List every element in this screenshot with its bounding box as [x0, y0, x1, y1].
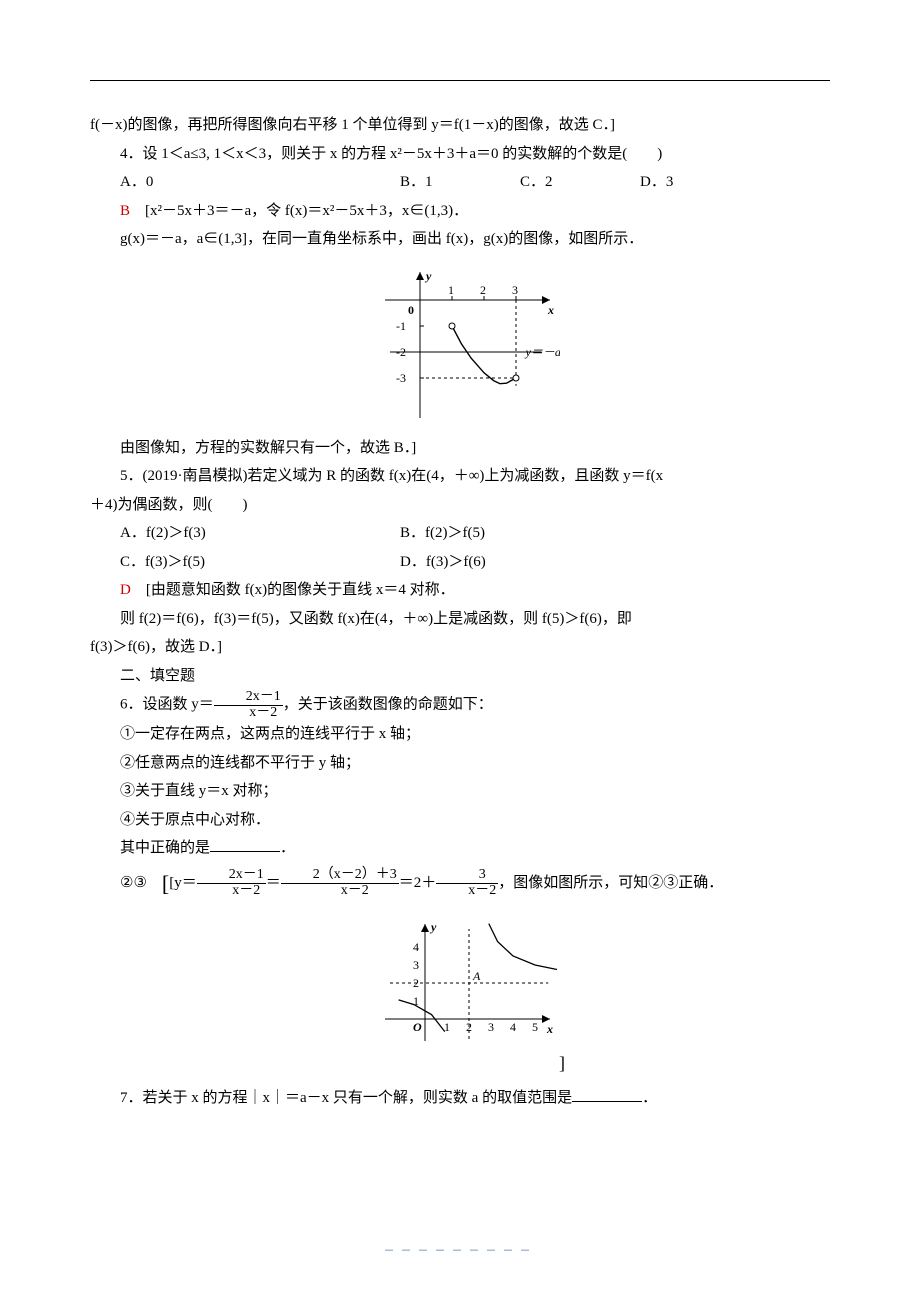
svg-text:-1: -1 [396, 319, 406, 333]
q4-answer-text1: [x²－5x＋3＝－a，令 f(x)＝x²－5x＋3，x∈(1,3)． [145, 203, 468, 219]
q6-f1: 2x－1x－2 [197, 868, 266, 898]
q4-options: A．0 B．1 C．2 D．3 [90, 168, 830, 197]
q5-opt-d: D．f(3)＞f(6) [400, 548, 486, 577]
q6-ask-text: 其中正确的是 [120, 840, 210, 856]
svg-text:A: A [472, 969, 481, 983]
q4-opt-b: B．1 [400, 168, 520, 197]
svg-text:y＝－a: y＝－a [525, 345, 560, 359]
q5-answer-line1: D [由题意知函数 f(x)的图像关于直线 x＝4 对称． [90, 576, 830, 605]
q6-c1: ①一定存在两点，这两点的连线平行于 x 轴； [90, 720, 830, 749]
svg-text:3: 3 [488, 1020, 494, 1034]
q7-stem-text: 7．若关于 x 的方程｜x｜＝a－x 只有一个解，则实数 a 的取值范围是 [120, 1090, 572, 1106]
q6-f2n: 2（x－2）＋3 [281, 868, 399, 884]
q4-figure: 0xy123-1-2-3y＝－a [90, 260, 830, 430]
q6-ans-post: ，图像如图所示，可知②③正确． [498, 875, 723, 891]
svg-text:y: y [429, 920, 437, 934]
q6-blank [210, 838, 280, 853]
q6-c2: ②任意两点的连线都不平行于 y 轴； [90, 749, 830, 778]
q6-f1n: 2x－1 [197, 868, 266, 884]
q6-f1d: x－2 [197, 884, 266, 899]
svg-text:0: 0 [408, 303, 414, 317]
q4-opt-c: C．2 [520, 168, 640, 197]
q5-options-row2: C．f(3)＞f(5) D．f(3)＞f(6) [90, 548, 830, 577]
q4-answer-line1: B [x²－5x＋3＝－a，令 f(x)＝x²－5x＋3，x∈(1,3)． [90, 197, 830, 226]
q6-c4: ④关于原点中心对称． [90, 806, 830, 835]
q6-eq2: ＝2＋ [399, 875, 437, 891]
section-2-title: 二、填空题 [90, 662, 830, 691]
q5-answer-line3: f(3)＞f(6)，故选 D．] [90, 633, 830, 662]
q5-answer-letter: D [120, 582, 131, 598]
q6-frac-num: 2x－1 [214, 690, 283, 706]
q6-ans-open: [y＝ [169, 875, 197, 891]
q6-ask: 其中正确的是． [90, 834, 830, 863]
q6-f3n: 3 [436, 868, 498, 884]
q6-answer: ②③ [[y＝2x－1x－2＝2（x－2）＋3x－2＝2＋3x－2，图像如图所示… [90, 863, 830, 905]
q6-frac-den: x－2 [214, 706, 283, 721]
q6-figure: Oxy123451234A ] [90, 911, 830, 1080]
svg-text:x: x [547, 303, 554, 317]
q6-figure-svg: Oxy123451234A [355, 911, 565, 1046]
q4-answer-line3: 由图像知，方程的实数解只有一个，故选 B．] [90, 434, 830, 463]
q7-blank [572, 1087, 642, 1102]
q4-opt-d: D．3 [640, 168, 673, 197]
q6-stem: 6．设函数 y＝2x－1x－2，关于该函数图像的命题如下： [90, 690, 830, 720]
svg-text:1: 1 [448, 283, 454, 297]
svg-text:3: 3 [512, 283, 518, 297]
svg-text:-3: -3 [396, 371, 406, 385]
q6-frac: 2x－1x－2 [214, 690, 283, 720]
top-rule [90, 80, 830, 81]
q4-opt-a: A．0 [120, 168, 400, 197]
q5-opt-b: B．f(2)＞f(5) [400, 519, 485, 548]
q7-period: ． [642, 1090, 657, 1106]
svg-text:4: 4 [510, 1020, 516, 1034]
svg-text:1: 1 [444, 1020, 450, 1034]
prev-answer-tail: f(－x)的图像，再把所得图像向右平移 1 个单位得到 y＝f(1－x)的图像，… [90, 111, 830, 140]
svg-text:y: y [424, 269, 432, 283]
q6-f3d: x－2 [436, 884, 498, 899]
svg-text:5: 5 [532, 1020, 538, 1034]
q4-figure-svg: 0xy123-1-2-3y＝－a [360, 260, 560, 430]
q6-f3: 3x－2 [436, 868, 498, 898]
q7-stem: 7．若关于 x 的方程｜x｜＝a－x 只有一个解，则实数 a 的取值范围是 ． [90, 1084, 830, 1113]
svg-text:O: O [413, 1020, 422, 1034]
q6-f2d: x－2 [281, 884, 399, 899]
q6-stem-post: ，关于该函数图像的命题如下： [283, 697, 493, 713]
q5-answer-line2: 则 f(2)＝f(6)，f(3)＝f(5)，又函数 f(x)在(4，＋∞)上是减… [90, 605, 830, 634]
q6-eq1: ＝ [266, 875, 281, 891]
page-footer: －－－－－－－－－ [0, 1241, 920, 1262]
svg-text:3: 3 [413, 958, 419, 972]
q5-opt-c: C．f(3)＞f(5) [120, 548, 400, 577]
svg-text:x: x [546, 1022, 553, 1036]
q5-answer-text1: [由题意知函数 f(x)的图像关于直线 x＝4 对称． [146, 582, 455, 598]
q6-c3: ③关于直线 y＝x 对称； [90, 777, 830, 806]
q6-answer-label: ②③ [120, 875, 147, 891]
q5-stem-line2: ＋4)为偶函数，则( ) [90, 491, 830, 520]
q6-stem-pre: 6．设函数 y＝ [120, 697, 214, 713]
svg-text:2: 2 [480, 283, 486, 297]
q6-f2: 2（x－2）＋3x－2 [281, 868, 399, 898]
q6-answer-close-bracket: ] [355, 1046, 565, 1080]
svg-text:4: 4 [413, 940, 419, 954]
q5-options-row1: A．f(2)＞f(3) B．f(2)＞f(5) [90, 519, 830, 548]
q4-answer-line2: g(x)＝－a，a∈(1,3]，在同一直角坐标系中，画出 f(x)，g(x)的图… [90, 225, 830, 254]
q5-opt-a: A．f(2)＞f(3) [120, 519, 400, 548]
q5-stem-line1: 5．(2019·南昌模拟)若定义域为 R 的函数 f(x)在(4，＋∞)上为减函… [90, 462, 830, 491]
q4-stem: 4．设 1＜a≤3, 1＜x＜3，则关于 x 的方程 x²－5x＋3＋a＝0 的… [90, 140, 830, 169]
q4-answer-letter: B [120, 203, 130, 219]
